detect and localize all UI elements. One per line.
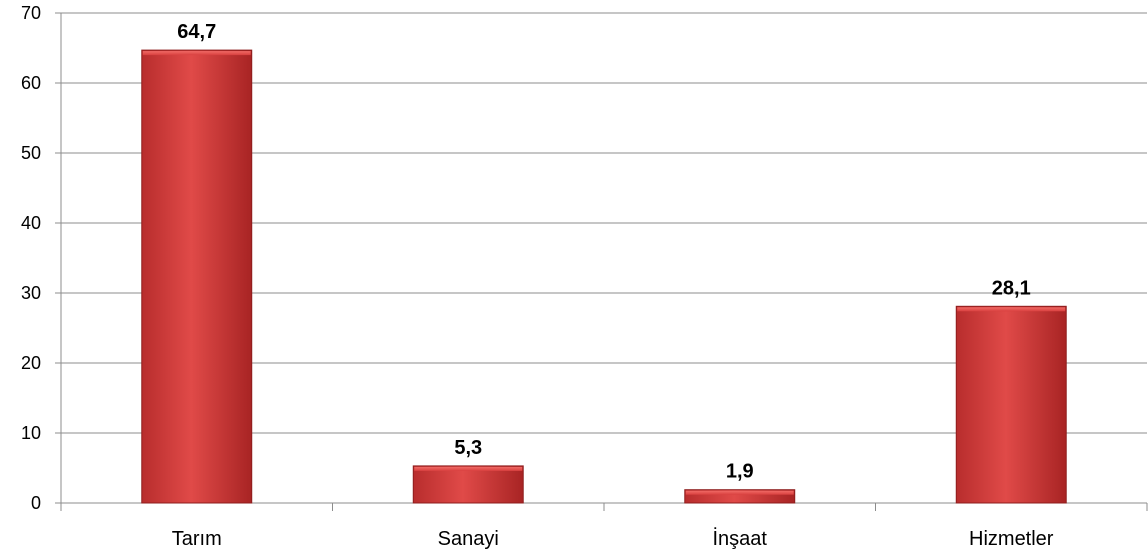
- bar-highlight: [685, 490, 794, 495]
- x-category-label: Hizmetler: [969, 528, 1054, 550]
- bar-highlight: [142, 51, 251, 56]
- bar-highlight: [957, 307, 1066, 312]
- y-tick-label: 60: [21, 73, 41, 93]
- y-tick-label: 30: [21, 283, 41, 303]
- data-label: 64,7: [177, 21, 216, 43]
- bar-highlight: [414, 466, 523, 471]
- x-category-label: İnşaat: [713, 527, 768, 550]
- y-tick-label: 70: [21, 3, 41, 23]
- y-tick-label: 20: [21, 353, 41, 373]
- y-tick-label: 40: [21, 213, 41, 233]
- bars: [141, 49, 1067, 504]
- y-tick-label: 0: [31, 493, 41, 513]
- x-category-label: Sanayi: [438, 528, 499, 550]
- bar: [412, 465, 524, 504]
- bar: [141, 49, 253, 504]
- y-tick-label: 50: [21, 143, 41, 163]
- data-label: 28,1: [992, 277, 1031, 299]
- y-tick-label: 10: [21, 423, 41, 443]
- x-category-label: Tarım: [172, 528, 222, 550]
- data-label: 1,9: [726, 461, 754, 483]
- labels: 0 10 20 30 40 50 60 70 64,7 Tarım 5,3 Sanayi 1,9 İnşa…: [21, 3, 1054, 550]
- data-label: 5,3: [454, 437, 482, 459]
- bar: [955, 305, 1067, 504]
